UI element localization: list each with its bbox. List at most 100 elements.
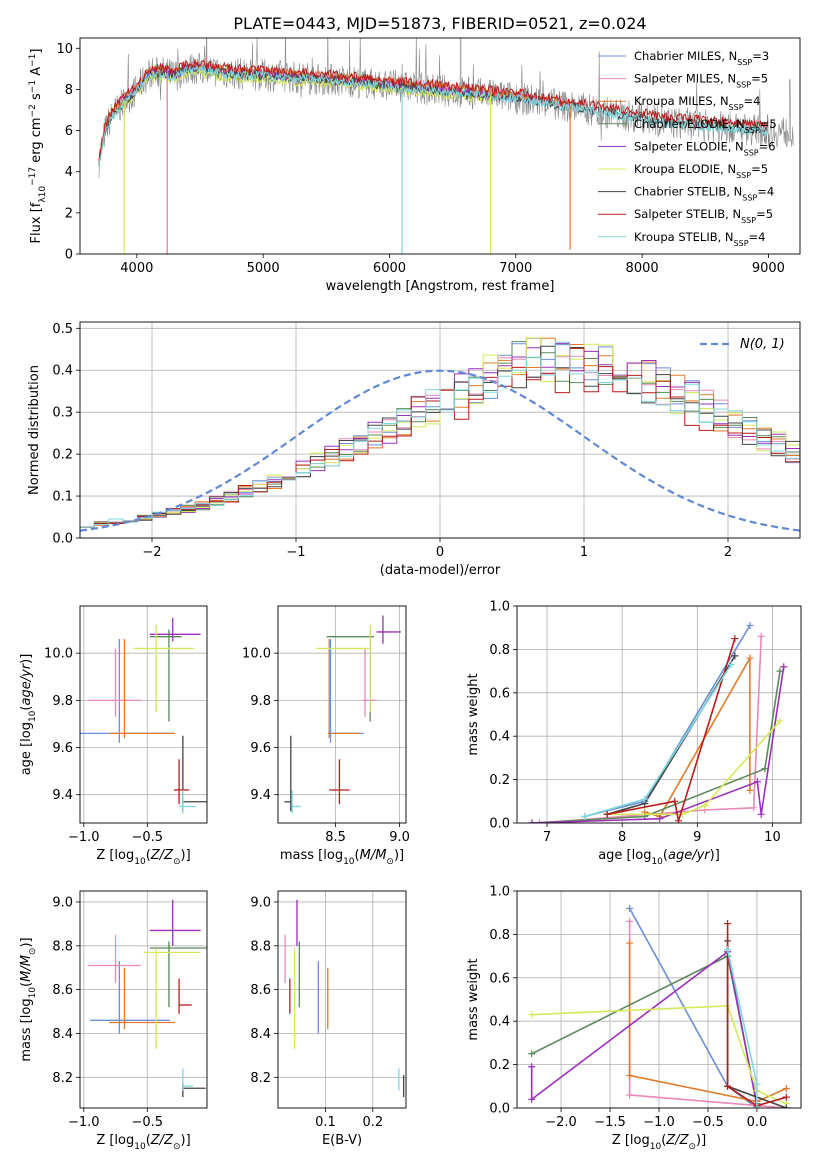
mw-marker <box>626 917 634 925</box>
mw-marker <box>746 654 754 662</box>
mass-vs-Z-ylabel: mass [log10(M/M⊙)] <box>19 937 38 1061</box>
mw-marker <box>536 819 544 823</box>
mw-marker <box>528 819 536 823</box>
mw-marker <box>731 652 739 660</box>
residuals-xlabel: (data-model)/error <box>380 563 501 578</box>
residuals-ylabel: Normed distribution <box>27 365 42 495</box>
mass-vs-EBV-ytick-label: 8.4 <box>250 1027 271 1042</box>
spectrum-frame <box>79 37 801 255</box>
legend-label: Kroupa MILES, NSSP=4 <box>634 94 760 112</box>
mw-line-salpeter-stelib <box>726 923 787 1107</box>
massweight-vs-Z-xtick-label: −2.0 <box>545 1115 577 1130</box>
spectrum-ylabel: Flux [fλ10−17 erg cm−2 s−1 A−1] <box>28 49 48 244</box>
legend-gaussian-label: N(0, 1) <box>740 337 785 352</box>
residuals-xtick-label: −1 <box>286 545 305 560</box>
massweight-vs-age-ytick-label: 0.0 <box>489 817 510 832</box>
mw-line-chabrier-elodie <box>531 954 758 1104</box>
mass-vs-Z-plot-area <box>80 891 207 1108</box>
mw-marker <box>528 1011 536 1019</box>
massweight-vs-age-ytick-label: 0.8 <box>489 643 510 658</box>
massweight-vs-Z-ytick-label: 0.0 <box>489 1102 510 1117</box>
mw-marker <box>753 1104 761 1108</box>
massweight-vs-Z-panel: −2.0 −1.5 −1.0 −0.5 0.0 0.0 0.2 0.4 0.6 0.8 1.0 Z [… <box>466 885 802 1152</box>
spectrum-xtick-label: 8000 <box>626 261 659 276</box>
mw-marker <box>528 1050 536 1058</box>
legend-label: Kroupa ELODIE, NSSP=5 <box>634 162 768 180</box>
mass-vs-EBV-xtick-label: 0.2 <box>362 1115 383 1130</box>
hist-salpeter-stelib <box>80 347 800 538</box>
age-vs-Z-ylabel: age [log10(age/yr)] <box>19 654 38 776</box>
figure-title: PLATE=0443, MJD=51873, FIBERID=0521, z=0… <box>233 14 646 33</box>
hist-kroupa-stelib <box>80 341 800 538</box>
mw-marker <box>746 622 754 630</box>
massweight-vs-age-ytick-label: 0.4 <box>489 730 510 745</box>
mw-marker <box>731 635 739 643</box>
massweight-vs-Z-xtick-label: −0.5 <box>692 1115 724 1130</box>
spectrum-plot-area <box>98 38 794 254</box>
mw-line-salpeter-elodie <box>530 950 758 1106</box>
spectrum-ytick-label: 0 <box>65 248 73 263</box>
age-vs-Z-ytick-label: 10.0 <box>44 647 73 662</box>
spectrum-ytick-label: 8 <box>65 83 73 98</box>
age-vs-mass-ytick-label: 9.4 <box>250 788 271 803</box>
mass-vs-Z-panel: −1.0 −0.5 8.2 8.4 8.6 8.8 9.0 Z [log10(Z/Z⊙)] ma… <box>19 890 208 1152</box>
mw-marker <box>757 810 765 818</box>
massweight-vs-age-xtick-label: 9 <box>693 830 701 845</box>
mw-line-salpeter-stelib <box>607 638 736 822</box>
mw-marker <box>724 1082 732 1090</box>
legend-label: Chabrier MILES, NSSP=3 <box>634 49 769 67</box>
spectrum-ytick-label: 10 <box>56 42 73 57</box>
mass-vs-EBV-ytick-label: 9.0 <box>250 895 271 910</box>
massweight-vs-Z-plot-area <box>517 891 801 1108</box>
spectrum-xlabel: wavelength [Angstrom, rest frame] <box>326 279 555 294</box>
legend-label: Chabrier STELIB, NSSP=4 <box>634 185 774 203</box>
spectrum-ytick-label: 6 <box>65 124 73 139</box>
spectrum-ytick-label: 2 <box>65 206 73 221</box>
gaussian-curve <box>80 369 800 532</box>
massweight-vs-Z-frame <box>516 890 802 1109</box>
mw-line-kroupa-elodie <box>607 720 781 816</box>
mass-vs-EBV-ytick-label: 8.8 <box>250 939 271 954</box>
massweight-vs-age-xtick-label: 7 <box>543 830 551 845</box>
residuals-xtick-label: 1 <box>580 545 588 560</box>
massweight-vs-Z-ytick-label: 1.0 <box>489 885 510 900</box>
mw-marker <box>675 817 683 823</box>
massweight-vs-age-ytick-label: 0.6 <box>489 686 510 701</box>
mw-line-salpeter-miles <box>539 636 762 823</box>
spectrum-xtick-label: 4000 <box>120 261 153 276</box>
massweight-vs-age-ylabel: mass weight <box>466 673 481 755</box>
age-vs-mass-plot-area <box>278 606 406 823</box>
residuals-ytick-label: 0.3 <box>52 406 73 421</box>
mw-marker <box>701 802 709 810</box>
mw-marker <box>626 1091 634 1099</box>
mw-marker <box>641 795 649 803</box>
massweight-vs-Z-ytick-label: 0.8 <box>489 928 510 943</box>
age-vs-Z-plot-area <box>80 606 207 823</box>
mw-marker <box>782 1104 790 1108</box>
mass-vs-EBV-ytick-label: 8.6 <box>250 983 271 998</box>
mw-marker <box>757 632 765 640</box>
age-vs-mass-ytick-label: 9.8 <box>250 694 271 709</box>
mw-marker <box>780 663 788 671</box>
age-vs-Z-frame <box>79 605 208 824</box>
mw-marker <box>753 778 761 786</box>
residuals-ytick-label: 0.2 <box>52 448 73 463</box>
massweight-vs-Z-ytick-label: 0.4 <box>489 1015 510 1030</box>
age-vs-Z-ytick-label: 9.8 <box>52 694 73 709</box>
residuals-ytick-label: 0.0 <box>52 532 73 547</box>
residuals-xtick-label: 0 <box>436 545 444 560</box>
mass-vs-Z-xlabel: Z [log10(Z/Z⊙)] <box>96 1133 190 1152</box>
massweight-vs-Z-ytick-label: 0.2 <box>489 1058 510 1073</box>
mw-marker <box>626 904 634 912</box>
mass-vs-Z-xtick-label: −1.0 <box>68 1115 100 1130</box>
panels: 4000 5000 6000 7000 8000 90000246810wavelengt… <box>19 37 802 1152</box>
spectrum-xtick-label: 5000 <box>247 261 280 276</box>
legend-label: Salpeter MILES, NSSP=5 <box>634 72 768 90</box>
spectrum-model-salpeter-stelib <box>98 58 769 161</box>
residuals-ytick-label: 0.1 <box>52 490 73 505</box>
mass-vs-EBV-ytick-label: 8.2 <box>250 1071 271 1086</box>
mw-marker <box>782 1084 790 1092</box>
mw-line-kroupa-stelib <box>584 664 732 818</box>
mw-marker <box>776 717 784 725</box>
